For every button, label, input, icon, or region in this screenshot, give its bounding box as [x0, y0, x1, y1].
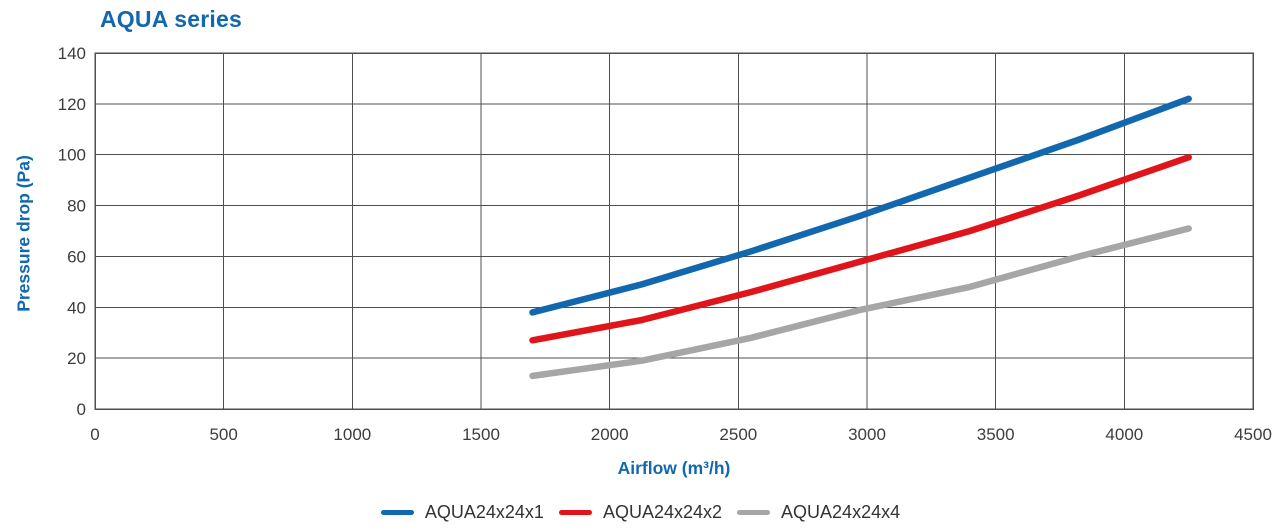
y-tick-label: 140 — [58, 44, 86, 63]
y-tick-label: 100 — [58, 146, 86, 165]
series-line-AQUA24x24x4 — [529, 225, 1192, 380]
y-tick-label: 120 — [58, 95, 86, 114]
x-tick-label: 2500 — [719, 425, 757, 444]
x-tick-label: 1500 — [462, 425, 500, 444]
legend: AQUA24x24x1 AQUA24x24x2 AQUA24x24x4 — [0, 497, 1281, 527]
y-tick-label: 80 — [67, 197, 86, 216]
legend-label: AQUA24x24x2 — [602, 501, 723, 522]
x-tick-label: 1000 — [333, 425, 371, 444]
plot-border — [94, 52, 1254, 410]
chart-title: AQUA series — [100, 6, 242, 32]
y-tick-label: 60 — [67, 247, 86, 266]
x-axis-label: Airflow (m³/h) — [617, 458, 731, 478]
x-tick-label: 2000 — [591, 425, 629, 444]
x-tick-label: 500 — [209, 425, 237, 444]
legend-item-AQUA24x24x4: AQUA24x24x4 — [737, 502, 900, 523]
legend-item-AQUA24x24x1: AQUA24x24x1 — [380, 501, 544, 523]
series-line-AQUA24x24x2 — [529, 154, 1192, 344]
y-tick-label: 40 — [67, 298, 86, 317]
legend-swatch-icon — [380, 509, 414, 515]
x-tick-label: 4500 — [1234, 425, 1272, 444]
legend-swatch-icon — [737, 509, 771, 515]
x-tick-label: 3000 — [848, 425, 886, 444]
legend-item-AQUA24x24x2: AQUA24x24x2 — [558, 501, 723, 523]
y-axis-label: Pressure drop (Pa) — [13, 155, 34, 312]
y-tick-label: 20 — [67, 349, 86, 368]
legend-label: AQUA24x24x1 — [424, 501, 544, 522]
y-tick-labels: 0 20 40 60 80 100 120 140 — [58, 44, 86, 419]
y-tick-label: 0 — [77, 400, 86, 419]
x-tick-label: 4000 — [1105, 425, 1143, 444]
x-tick-labels: 0 500 1000 1500 2000 2500 3000 3500 4000 4500 — [90, 425, 1272, 444]
legend-swatch-icon — [558, 509, 592, 515]
x-tick-label: 3500 — [977, 425, 1015, 444]
series-line-AQUA24x24x1 — [529, 95, 1192, 316]
x-tick-label: 0 — [90, 425, 99, 444]
legend-label: AQUA24x24x4 — [781, 501, 901, 522]
